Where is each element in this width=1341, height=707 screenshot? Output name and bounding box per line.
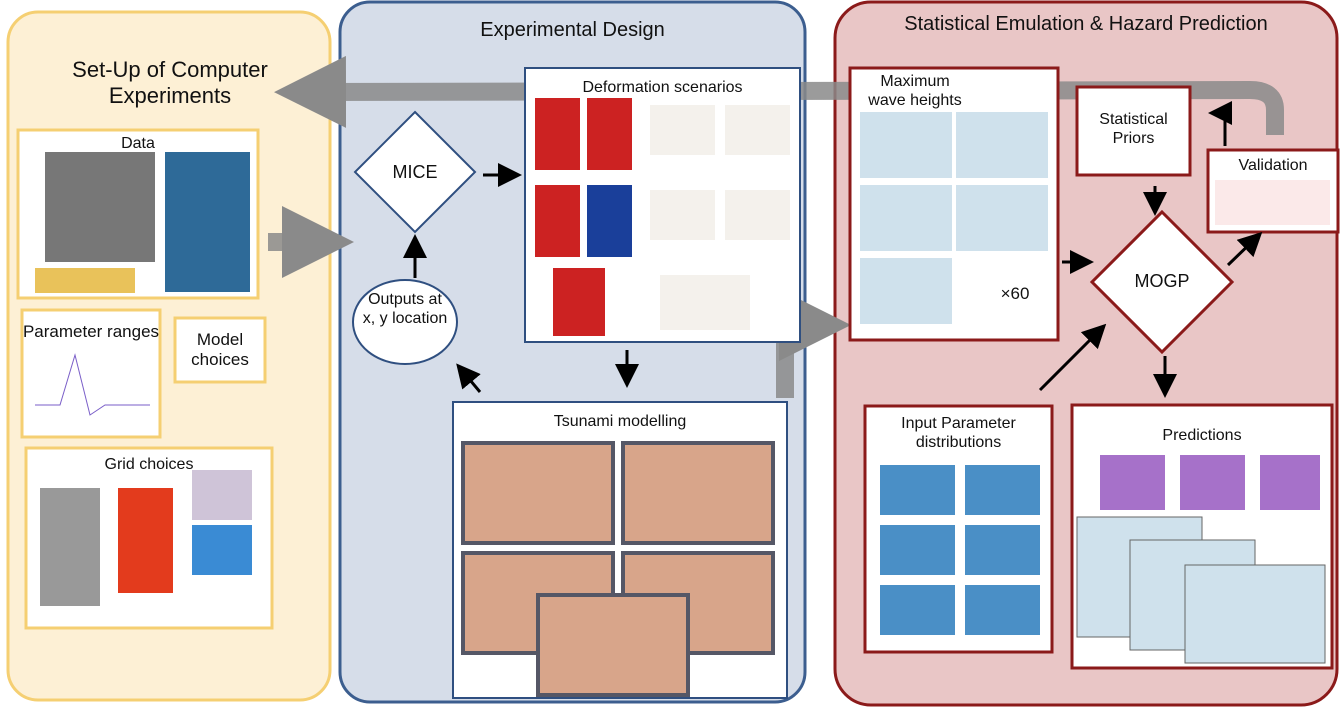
box-label: Data [121,135,155,152]
box-label: Parameter ranges [22,322,160,341]
thumbnails [35,98,1330,697]
box-label: Model choices [191,330,249,370]
multiplier: ×60 [1000,284,1030,303]
box-label: Predictions [1162,427,1242,444]
node-label: MICE [392,162,438,182]
arrows [403,101,1263,398]
panel-title: Experimental Design [480,19,665,41]
box-label: Maximum wave heights [868,73,962,110]
box-label: Deformation scenarios [582,79,743,96]
box-label: Input Parameter distributions [901,415,1016,452]
feedback-arrow [274,55,1284,135]
box-label: Validation [1238,157,1308,174]
panel-title: Set-Up of Computer Experiments [72,57,268,109]
node-label: Outputs at x, y location [362,291,448,328]
panel-title: Statistical Emulation & Hazard Predictio… [904,13,1268,35]
node-label: MOGP [1134,271,1190,291]
box-label: Tsunami modelling [553,413,687,430]
box-label: Statistical Priors [1099,111,1168,148]
box-label: Grid choices [104,456,194,473]
